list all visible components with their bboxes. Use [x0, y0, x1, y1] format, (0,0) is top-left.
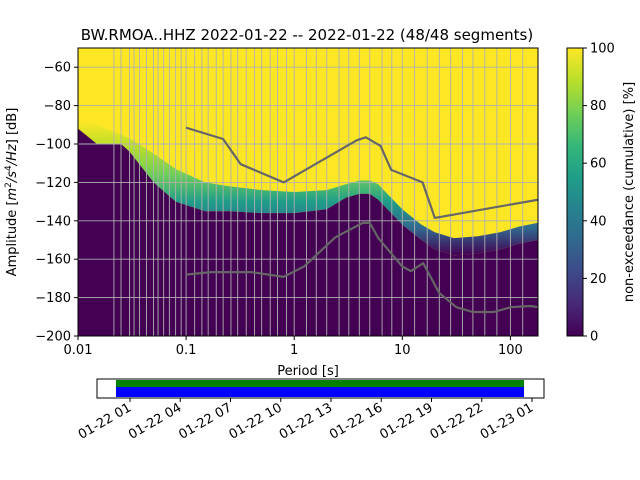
- colorbar-tick-label: 20: [590, 272, 607, 287]
- y-tick-label: −80: [44, 99, 71, 114]
- y-tick-label: −140: [35, 214, 71, 229]
- time-tick-label: 01-22 07: [176, 400, 234, 442]
- y-tick-label: −120: [35, 176, 71, 191]
- time-tick-label: 01-22 04: [126, 400, 184, 442]
- plot-area: 0.01 0.1 1 10 100 −60 −80 −100 −120 −140 −160 −180…: [35, 47, 539, 358]
- y-tick-label: −180: [35, 291, 71, 306]
- colorbar-ticks: 0 20 40 60 80 100: [583, 42, 615, 345]
- x-tick-label: 1: [290, 343, 298, 358]
- chart-title: BW.RMOA..HHZ 2022-01-22 -- 2022-01-22 (4…: [81, 26, 533, 44]
- x-axis-label: Period [s]: [277, 364, 339, 379]
- x-tick-label: 10: [394, 343, 411, 358]
- horizontal-gridlines: [78, 66, 538, 336]
- x-tick-label: 100: [498, 343, 523, 358]
- y-tick-label: −100: [35, 138, 71, 153]
- distribution-low-region: [78, 128, 538, 336]
- series-line-nhnm: [185, 126, 538, 219]
- plot-frame: [77, 47, 539, 337]
- colorbar-gradient: [566, 47, 584, 337]
- time-tick-label: 01-22 19: [377, 400, 435, 442]
- series-line-nlnm: [185, 221, 538, 314]
- colorbar: 0 20 40 60 80 100 non-exceedance (cumulative)…: [566, 42, 637, 345]
- colorbar-tick-label: 40: [590, 214, 607, 229]
- time-tick-label: 01-22 16: [327, 400, 385, 442]
- y-axis-label: Amplitude [m2/s4/Hz] [dB]: [4, 108, 20, 277]
- distribution-transition-band: [78, 121, 538, 256]
- y-tick-label: −200: [35, 330, 71, 345]
- noise-model-lines: [185, 126, 538, 314]
- coverage-data-bar: [116, 380, 524, 387]
- y-axis-ticks: −60 −80 −100 −120 −140 −160 −180 −200: [35, 61, 78, 345]
- colorbar-tick-label: 60: [590, 157, 607, 172]
- colorbar-tick-label: 80: [590, 99, 607, 114]
- time-tick-label: 01-22 01: [76, 400, 134, 442]
- coverage-segments-bar: [116, 387, 524, 397]
- vertical-gridlines: [113, 48, 524, 336]
- time-tick-label: 01-22 10: [227, 400, 285, 442]
- x-axis-ticks: 0.01 0.1 1 10 100: [64, 336, 523, 358]
- time-tick-label: 01-23 01: [478, 400, 536, 442]
- x-tick-label: 0.01: [64, 343, 93, 358]
- colorbar-label: non-exceedance (cumulative) [%]: [622, 82, 637, 302]
- colorbar-tick-label: 100: [590, 42, 615, 57]
- colorbar-tick-label: 0: [590, 330, 598, 345]
- time-tick-label: 01-22 13: [277, 400, 335, 442]
- y-tick-label: −160: [35, 253, 71, 268]
- x-tick-label: 0.1: [176, 343, 197, 358]
- time-tick-label: 01-22 22: [428, 400, 486, 442]
- y-tick-label: −60: [44, 61, 71, 76]
